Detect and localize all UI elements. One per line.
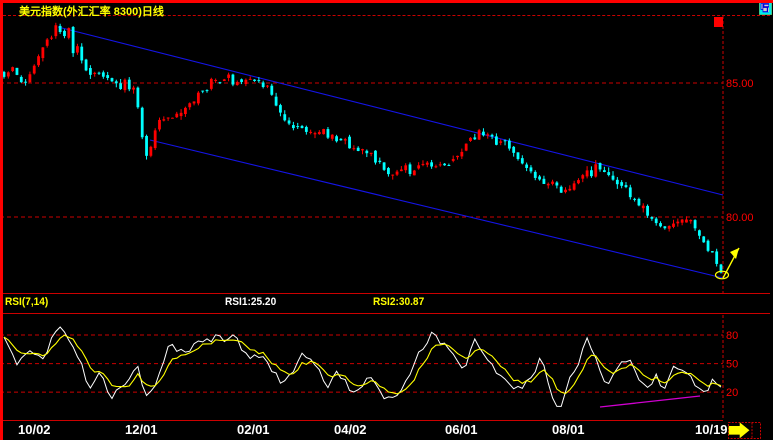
svg-text:50: 50 xyxy=(726,359,738,371)
svg-text:85.00: 85.00 xyxy=(726,78,754,90)
svg-text:20: 20 xyxy=(726,387,738,399)
svg-text:80.00: 80.00 xyxy=(726,212,754,224)
svg-text:80: 80 xyxy=(726,330,738,342)
